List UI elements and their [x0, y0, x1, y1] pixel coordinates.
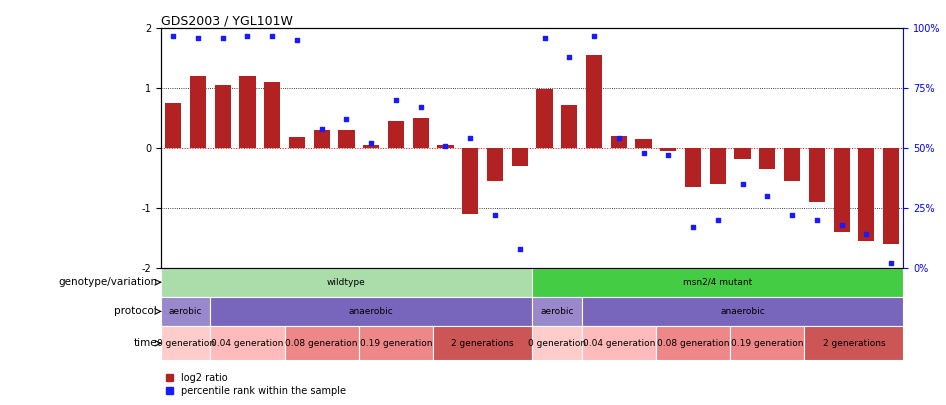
Bar — [285, 326, 359, 360]
Point — [413, 104, 429, 111]
Bar — [809, 148, 825, 202]
Bar — [532, 297, 582, 326]
Point — [512, 245, 527, 252]
Point — [760, 193, 775, 199]
Text: GDS2003 / YGL101W: GDS2003 / YGL101W — [161, 14, 292, 27]
Text: 0 generation: 0 generation — [156, 339, 215, 348]
Point — [289, 37, 305, 44]
Text: 2 generations: 2 generations — [451, 339, 514, 348]
Bar — [166, 103, 182, 148]
Text: 0.19 generation: 0.19 generation — [731, 339, 803, 348]
Point — [265, 32, 280, 39]
Point — [166, 32, 181, 39]
Bar — [161, 268, 532, 297]
Bar — [532, 326, 582, 360]
Bar — [582, 297, 903, 326]
Bar — [784, 148, 800, 181]
Bar — [363, 145, 379, 148]
Point — [884, 260, 899, 266]
Bar — [289, 137, 305, 148]
Bar — [883, 148, 899, 244]
Bar — [433, 326, 532, 360]
Bar — [239, 76, 255, 148]
Bar — [512, 148, 528, 166]
Point — [611, 135, 626, 142]
Bar — [339, 130, 355, 148]
Point — [537, 35, 552, 41]
Bar — [161, 297, 210, 326]
Bar — [660, 148, 676, 151]
Text: 0.08 generation: 0.08 generation — [657, 339, 729, 348]
Text: 0.04 generation: 0.04 generation — [211, 339, 284, 348]
Bar — [161, 326, 210, 360]
Bar — [730, 326, 804, 360]
Bar — [210, 326, 285, 360]
Point — [339, 116, 354, 123]
Bar — [656, 326, 730, 360]
Point — [562, 54, 577, 60]
Point — [710, 217, 726, 223]
Point — [363, 140, 378, 147]
Bar — [532, 268, 903, 297]
Point — [809, 217, 824, 223]
Text: genotype/variation: genotype/variation — [58, 277, 157, 287]
Legend: log2 ratio, percentile rank within the sample: log2 ratio, percentile rank within the s… — [166, 373, 346, 396]
Point — [587, 32, 602, 39]
Text: aerobic: aerobic — [540, 307, 573, 316]
Text: 0.08 generation: 0.08 generation — [286, 339, 358, 348]
Point — [240, 32, 255, 39]
Point — [438, 143, 453, 149]
Point — [636, 149, 651, 156]
Bar — [586, 55, 602, 148]
Point — [215, 35, 230, 41]
Text: 0 generation: 0 generation — [528, 339, 586, 348]
Bar — [734, 148, 750, 159]
Bar — [487, 148, 503, 181]
Text: anaerobic: anaerobic — [349, 307, 394, 316]
Point — [660, 152, 675, 158]
Point — [859, 231, 874, 237]
Bar — [536, 90, 552, 148]
Bar — [611, 136, 627, 148]
Bar — [388, 121, 404, 148]
Bar — [215, 85, 231, 148]
Text: wildtype: wildtype — [327, 278, 366, 287]
Bar — [412, 118, 429, 148]
Point — [190, 35, 205, 41]
Bar — [190, 76, 206, 148]
Bar — [685, 148, 701, 187]
Point — [834, 222, 850, 228]
Text: 0.19 generation: 0.19 generation — [359, 339, 432, 348]
Bar — [314, 130, 330, 148]
Bar — [463, 148, 479, 214]
Bar — [710, 148, 726, 184]
Point — [463, 135, 478, 142]
Point — [686, 224, 701, 230]
Text: time: time — [133, 338, 157, 348]
Bar — [582, 326, 656, 360]
Bar — [561, 105, 577, 148]
Bar — [264, 82, 280, 148]
Text: anaerobic: anaerobic — [720, 307, 765, 316]
Point — [487, 212, 502, 218]
Bar — [804, 326, 903, 360]
Bar — [359, 326, 433, 360]
Point — [784, 212, 799, 218]
Text: 0.04 generation: 0.04 generation — [583, 339, 655, 348]
Bar — [210, 297, 532, 326]
Point — [314, 126, 329, 132]
Text: aerobic: aerobic — [168, 307, 202, 316]
Bar — [760, 148, 776, 169]
Text: msn2/4 mutant: msn2/4 mutant — [683, 278, 752, 287]
Bar — [636, 139, 652, 148]
Text: protocol: protocol — [114, 307, 157, 316]
Point — [735, 181, 750, 187]
Bar — [833, 148, 850, 232]
Bar — [858, 148, 874, 241]
Bar — [437, 145, 453, 148]
Text: 2 generations: 2 generations — [823, 339, 885, 348]
Point — [389, 97, 404, 103]
